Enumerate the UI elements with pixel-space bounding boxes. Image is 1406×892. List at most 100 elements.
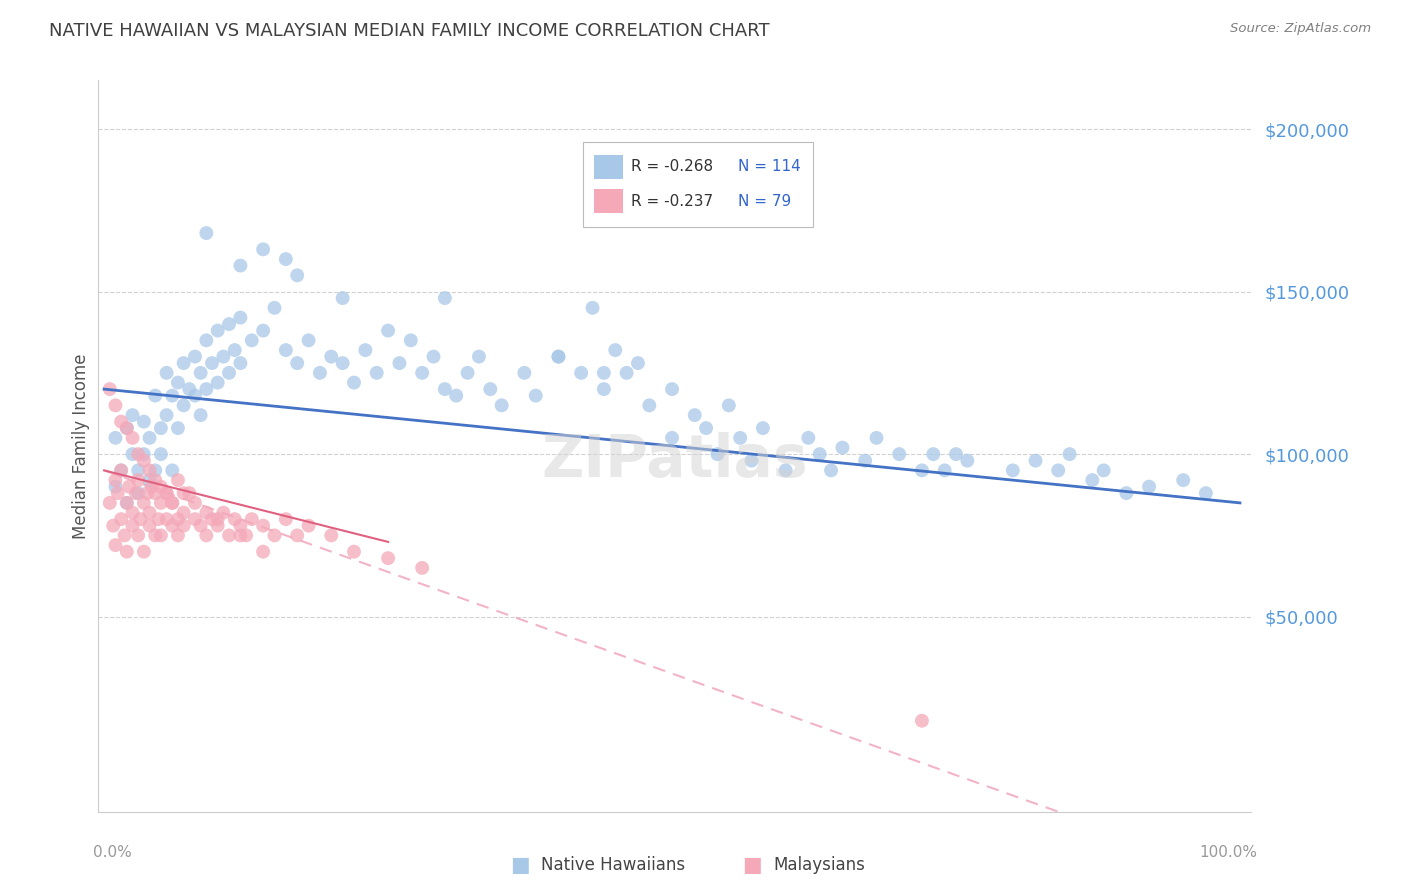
Point — [162, 518, 184, 533]
Text: NATIVE HAWAIIAN VS MALAYSIAN MEDIAN FAMILY INCOME CORRELATION CHART: NATIVE HAWAIIAN VS MALAYSIAN MEDIAN FAMI… — [49, 22, 770, 40]
Point — [377, 324, 399, 338]
Point — [179, 382, 201, 396]
Point — [343, 544, 366, 558]
Text: Malaysians: Malaysians — [773, 856, 865, 874]
Point — [141, 480, 163, 494]
Point — [1092, 463, 1115, 477]
Point — [207, 518, 229, 533]
Point — [274, 252, 297, 266]
Point — [808, 447, 831, 461]
Point — [110, 463, 132, 477]
Text: 100.0%: 100.0% — [1199, 845, 1257, 860]
Point — [167, 512, 190, 526]
Point — [224, 343, 246, 357]
Point — [911, 714, 934, 728]
Point — [143, 486, 166, 500]
Point — [107, 486, 129, 500]
Point — [207, 376, 229, 390]
Point — [1195, 486, 1218, 500]
Point — [388, 356, 411, 370]
Point — [190, 366, 212, 380]
Point — [354, 343, 377, 357]
Point — [195, 382, 218, 396]
Point — [162, 463, 184, 477]
Point — [195, 506, 218, 520]
Point — [240, 334, 263, 348]
Text: N = 114: N = 114 — [738, 159, 801, 174]
Point — [173, 398, 195, 412]
Point — [274, 343, 297, 357]
Point — [149, 480, 172, 494]
Point — [1081, 473, 1104, 487]
Point — [173, 518, 195, 533]
Point — [1025, 453, 1047, 467]
Point — [155, 512, 177, 526]
Point — [132, 544, 155, 558]
Point — [235, 528, 257, 542]
Point — [775, 463, 797, 477]
Point — [179, 486, 201, 500]
Point — [143, 528, 166, 542]
Point — [155, 486, 177, 500]
Point — [889, 447, 911, 461]
Point — [321, 350, 343, 364]
Point — [127, 463, 149, 477]
Point — [366, 366, 388, 380]
Point — [218, 317, 240, 331]
Point — [143, 389, 166, 403]
Point — [149, 421, 172, 435]
Point — [797, 431, 820, 445]
Point — [132, 453, 155, 467]
Point — [444, 389, 467, 403]
Point — [332, 291, 354, 305]
Point — [110, 415, 132, 429]
Point — [581, 301, 603, 315]
Point — [321, 528, 343, 542]
Point — [240, 512, 263, 526]
Point — [399, 334, 422, 348]
Point — [263, 301, 285, 315]
Point — [695, 421, 717, 435]
Point — [115, 496, 138, 510]
FancyBboxPatch shape — [595, 189, 623, 213]
Point — [155, 366, 177, 380]
Point — [605, 343, 627, 357]
Point — [717, 398, 740, 412]
Point — [212, 350, 235, 364]
Point — [207, 512, 229, 526]
Point — [129, 512, 152, 526]
Point — [104, 431, 127, 445]
Point — [218, 366, 240, 380]
Point — [149, 496, 172, 510]
Y-axis label: Median Family Income: Median Family Income — [72, 353, 90, 539]
Point — [138, 431, 160, 445]
Point — [1001, 463, 1024, 477]
Point — [706, 447, 728, 461]
Point — [922, 447, 945, 461]
Text: ZIPatlas: ZIPatlas — [541, 432, 808, 489]
Point — [593, 382, 616, 396]
Point — [377, 551, 399, 566]
Point — [547, 350, 569, 364]
Point — [173, 506, 195, 520]
Point — [110, 463, 132, 477]
Point — [121, 506, 143, 520]
Point — [162, 389, 184, 403]
Text: Source: ZipAtlas.com: Source: ZipAtlas.com — [1230, 22, 1371, 36]
Point — [285, 268, 308, 283]
Point — [229, 259, 252, 273]
Point — [104, 538, 127, 552]
Point — [155, 408, 177, 422]
Point — [853, 453, 876, 467]
Point — [184, 350, 207, 364]
Point — [121, 447, 143, 461]
Point — [127, 486, 149, 500]
Point — [155, 486, 177, 500]
Point — [132, 447, 155, 461]
Point — [110, 512, 132, 526]
Point — [136, 486, 159, 500]
Point — [411, 366, 433, 380]
Point — [98, 382, 121, 396]
Point — [167, 528, 190, 542]
Point — [422, 350, 444, 364]
